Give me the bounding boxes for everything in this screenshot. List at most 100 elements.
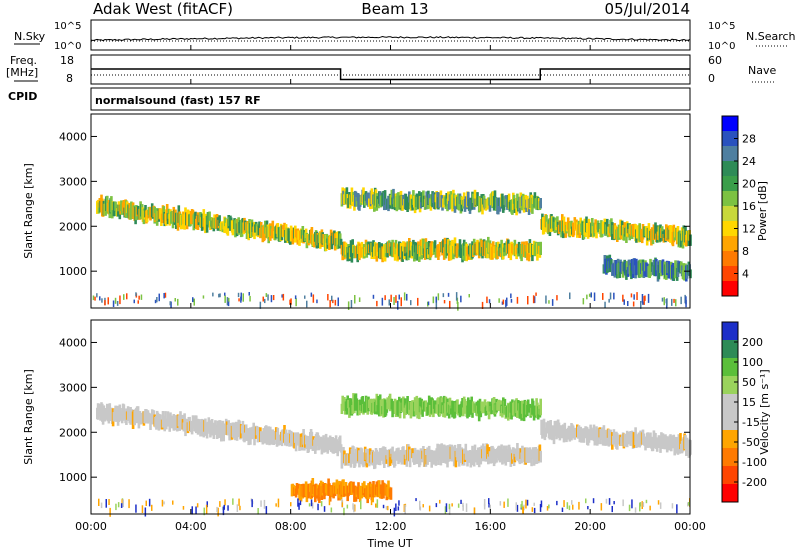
- data-cell: [375, 503, 377, 508]
- data-cell: [544, 427, 547, 437]
- data-cell: [659, 502, 662, 509]
- data-cell: [308, 487, 311, 497]
- colorbar-swatch: [722, 430, 738, 449]
- data-cell: [631, 499, 633, 509]
- data-cell: [381, 297, 384, 306]
- colorbar-swatch: [722, 191, 738, 207]
- data-cell: [593, 292, 596, 301]
- colorbar-tick-label: 28: [742, 133, 756, 146]
- data-cell: [460, 499, 462, 504]
- data-cell: [516, 404, 519, 418]
- data-cell: [240, 292, 242, 301]
- data-cell: [572, 225, 576, 236]
- data-cell: [237, 292, 240, 298]
- colorbar-swatch: [722, 161, 738, 177]
- colorbar-tick-label: 200: [742, 336, 763, 349]
- data-cell: [602, 425, 606, 442]
- data-cell: [626, 223, 630, 234]
- data-cell: [606, 431, 609, 445]
- data-cell: [687, 502, 689, 507]
- y-tick-label: 3000: [59, 175, 87, 188]
- data-cell: [376, 300, 378, 307]
- data-cell: [228, 297, 230, 303]
- data-cell: [375, 393, 379, 412]
- data-cell: [418, 397, 422, 413]
- data-cell: [259, 301, 262, 309]
- x-axis-label: Time UT: [366, 537, 412, 550]
- data-cell: [563, 500, 565, 507]
- data-cell: [138, 295, 140, 300]
- data-cell: [99, 296, 101, 301]
- data-cell: [161, 499, 164, 507]
- data-cell: [437, 248, 441, 257]
- data-cell: [546, 506, 549, 511]
- data-cell: [282, 293, 285, 301]
- data-cell: [497, 199, 500, 215]
- data-cell: [463, 245, 467, 261]
- data-cell: [404, 504, 406, 514]
- data-cell: [449, 300, 451, 309]
- data-cell: [122, 499, 124, 508]
- data-cell: [275, 503, 277, 507]
- data-cell: [675, 299, 677, 307]
- data-cell: [328, 236, 331, 250]
- data-cell: [566, 502, 569, 509]
- data-cell: [108, 499, 110, 505]
- data-cell: [290, 502, 292, 507]
- data-cell: [460, 199, 463, 212]
- data-cell: [670, 225, 673, 241]
- data-cell: [145, 500, 147, 506]
- data-cell: [605, 498, 608, 504]
- colorbar-swatch: [722, 221, 738, 237]
- data-cell: [542, 418, 546, 437]
- data-cell: [320, 501, 323, 507]
- data-cell: [533, 502, 535, 506]
- data-cell: [443, 196, 447, 205]
- data-cell: [449, 405, 453, 415]
- data-cell: [267, 294, 269, 301]
- noise-left-tick-top: 10^5: [54, 21, 81, 32]
- data-cell: [447, 191, 450, 205]
- y-tick-label: 3000: [59, 381, 87, 394]
- data-cell: [340, 403, 344, 414]
- freq-unit-label: [MHz]: [6, 66, 38, 79]
- freq-trace: [91, 68, 690, 81]
- data-cell: [257, 508, 259, 515]
- data-cell: [397, 506, 400, 511]
- data-cell: [622, 294, 624, 302]
- data-cell: [601, 427, 604, 438]
- colorbar-swatch: [722, 358, 738, 377]
- data-cell: [604, 301, 606, 309]
- data-cell: [568, 505, 571, 511]
- data-cell: [220, 423, 224, 440]
- data-cell: [676, 504, 678, 514]
- data-cell: [265, 293, 268, 297]
- data-cell: [117, 502, 120, 508]
- data-cell: [205, 423, 209, 439]
- colorbar-tick-label: -200: [742, 476, 767, 489]
- data-cell: [422, 504, 424, 508]
- data-cell: [224, 499, 226, 506]
- data-cell: [685, 296, 687, 305]
- data-cell: [552, 426, 556, 445]
- data-cell: [310, 292, 313, 297]
- data-cell: [123, 294, 125, 300]
- data-cell: [395, 503, 397, 511]
- data-cell: [272, 295, 275, 301]
- data-cell: [226, 297, 229, 306]
- x-tick-label: 08:00: [275, 520, 307, 533]
- data-cell: [107, 297, 109, 305]
- y-tick-label: 1000: [59, 471, 87, 484]
- noise-left-label: N.Sky: [14, 30, 46, 43]
- data-cell: [242, 293, 244, 302]
- velocity-colorbar-label: Velocity [m s⁻¹]: [758, 369, 771, 454]
- data-cell: [443, 300, 446, 304]
- colorbar-tick-label: 12: [742, 223, 756, 236]
- data-cell: [516, 443, 519, 460]
- freq-panel: Freq. [MHz] 18 8 60 0 Nave: [6, 54, 776, 85]
- data-cell: [531, 507, 534, 512]
- data-cell: [164, 411, 167, 428]
- colorbar-tick-label: -15: [742, 416, 760, 429]
- data-cell: [476, 239, 479, 253]
- colorbar-tick-label: 4: [742, 268, 749, 281]
